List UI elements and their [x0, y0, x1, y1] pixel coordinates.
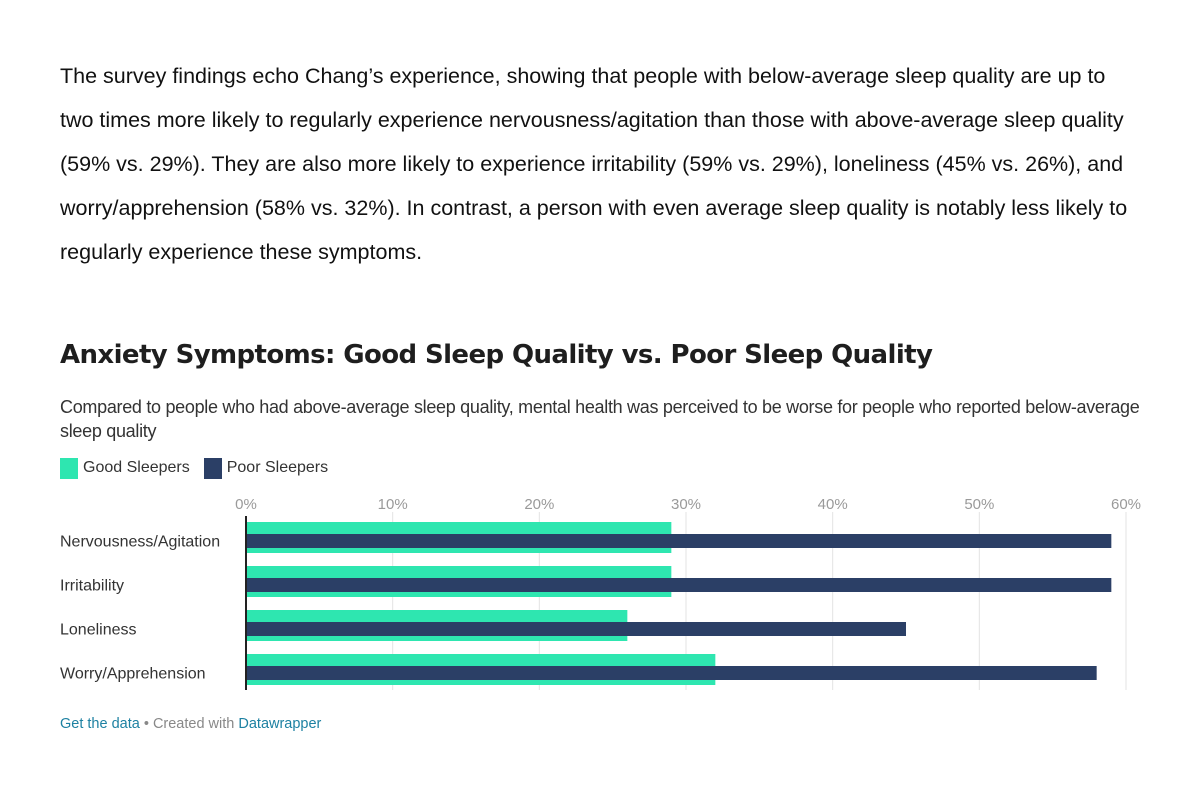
x-tick-label: 60% — [1111, 496, 1141, 513]
bar-poor-sleepers — [246, 622, 906, 636]
x-tick-label: 0% — [235, 496, 257, 513]
footer-separator: • Created with — [139, 716, 239, 732]
datawrapper-link[interactable]: Datawrapper — [238, 716, 322, 732]
category-label: Loneliness — [60, 622, 137, 639]
chart-title: Anxiety Symptoms: Good Sleep Quality vs.… — [60, 340, 933, 370]
bar-chart: 0% 10% 20% 30% 40% 50% 60% Nervousness/Agitatio… — [60, 496, 1141, 690]
category-label: Irritability — [60, 578, 124, 595]
bar-poor-sleepers — [246, 666, 1097, 680]
bar-poor-sleepers — [246, 578, 1112, 592]
category-label: Worry/Apprehension — [60, 666, 206, 683]
x-tick-label: 20% — [524, 496, 554, 513]
legend-swatch-poor-sleepers — [203, 457, 222, 479]
x-tick-label: 30% — [671, 496, 701, 513]
legend-label-poor-sleepers: Poor Sleepers — [226, 459, 329, 476]
x-tick-label: 50% — [964, 496, 994, 513]
legend-item-good-sleepers: Good Sleepers — [60, 457, 190, 479]
category-label: Nervousness/Agitation — [60, 534, 220, 551]
article-paragraph: The survey findings echo Chang’s experie… — [60, 64, 1128, 264]
chart-footer: Get the data • Created with Datawrapper — [60, 716, 321, 732]
get-the-data-link[interactable]: Get the data — [60, 716, 140, 732]
legend-label-good-sleepers: Good Sleepers — [83, 459, 190, 476]
x-tick-label: 10% — [378, 496, 408, 513]
x-tick-label: 40% — [818, 496, 848, 513]
chart-legend: Good Sleepers Poor Sleepers — [60, 456, 342, 480]
legend-swatch-good-sleepers — [60, 457, 78, 479]
chart-subtitle: Compared to people who had above-average… — [60, 397, 1140, 441]
legend-item-poor-sleepers: Poor Sleepers — [203, 457, 329, 479]
bar-poor-sleepers — [246, 534, 1112, 548]
